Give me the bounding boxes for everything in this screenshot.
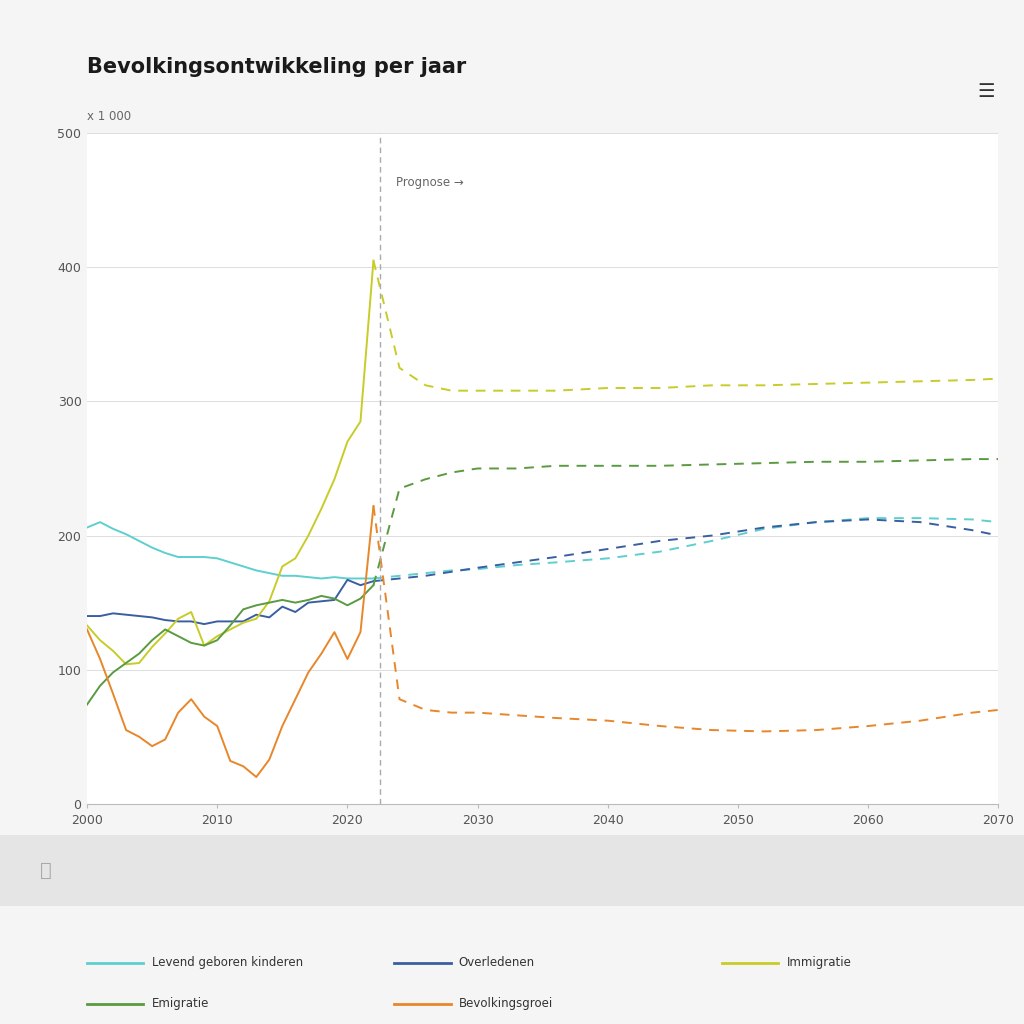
Text: Overledenen: Overledenen — [459, 956, 535, 969]
Text: Bevolkingsgroei: Bevolkingsgroei — [459, 997, 553, 1010]
Text: Levend geboren kinderen: Levend geboren kinderen — [152, 956, 303, 969]
Text: Prognose →: Prognose → — [395, 176, 463, 189]
Text: Immigratie: Immigratie — [786, 956, 851, 969]
Text: Bevolkingsontwikkeling per jaar: Bevolkingsontwikkeling per jaar — [87, 56, 466, 77]
Text: Emigratie: Emigratie — [152, 997, 209, 1010]
Text: x 1 000: x 1 000 — [87, 110, 131, 123]
Text: ☰: ☰ — [978, 82, 995, 101]
Text: 🏛: 🏛 — [40, 861, 52, 880]
